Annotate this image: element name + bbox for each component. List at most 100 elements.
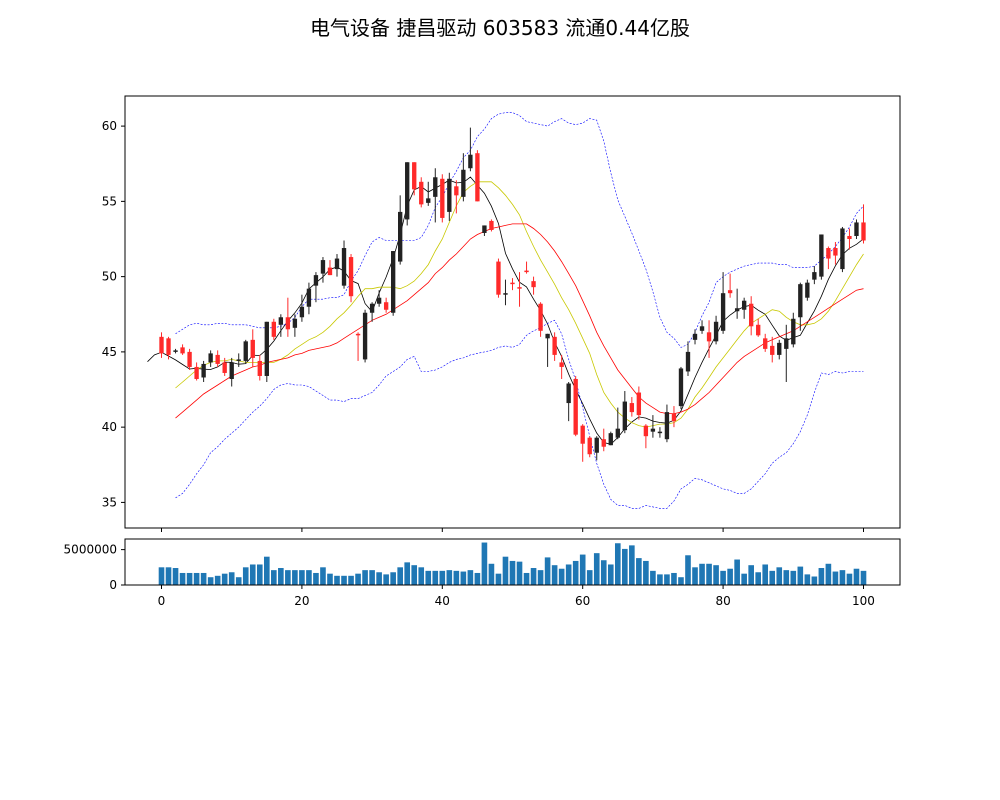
candle-body	[720, 293, 726, 331]
candle-body	[657, 431, 663, 434]
volume-bar	[720, 570, 726, 585]
volume-bar	[664, 574, 670, 585]
candle-body	[376, 297, 382, 304]
candle-body	[784, 338, 789, 349]
candle-body	[398, 211, 403, 262]
candle-body	[777, 342, 782, 355]
volume-bar	[376, 572, 382, 585]
volume-tick-label: 0	[109, 578, 117, 592]
volume-bar	[804, 574, 811, 585]
x-tick-label: 60	[575, 594, 590, 608]
candle-body	[517, 287, 522, 289]
price-tick-label: 55	[102, 194, 117, 208]
candle-body	[756, 324, 761, 336]
ma5-line	[147, 176, 864, 445]
volume-bar	[537, 570, 544, 585]
candle-body	[678, 368, 684, 407]
candle-body	[545, 333, 550, 339]
volume-bar	[530, 568, 537, 585]
volume-bar	[776, 567, 783, 585]
volume-bar	[523, 572, 530, 585]
volume-bar	[334, 575, 340, 585]
volume-bar	[460, 571, 467, 585]
candle-body	[348, 257, 354, 297]
candle-body	[264, 321, 269, 376]
candle-body	[622, 401, 627, 431]
volume-bar	[797, 566, 804, 585]
volume-bar	[285, 570, 291, 585]
volume-bar	[474, 572, 481, 585]
candle-body	[257, 360, 262, 376]
chart-title: 电气设备 捷昌驱动 603583 流通0.44亿股	[310, 16, 690, 40]
volume-bar	[186, 572, 193, 585]
price-panel: 35 40 45 50 55 60	[102, 95, 901, 529]
volume-bar	[502, 556, 509, 585]
volume-bar	[692, 567, 698, 585]
volume-bar	[657, 574, 663, 585]
volume-bar	[278, 568, 284, 585]
volume-panel-frame	[124, 538, 901, 586]
volume-bar	[439, 570, 446, 585]
volume-bar	[432, 570, 439, 585]
candle-body	[727, 290, 733, 294]
volume-bar	[755, 572, 762, 585]
candle-body	[826, 248, 831, 259]
volume-bar	[397, 567, 403, 585]
volume-bar	[228, 572, 235, 585]
volume-bar	[263, 556, 270, 585]
candle-body	[791, 318, 796, 345]
candle-body	[510, 282, 515, 285]
candle-body	[355, 333, 361, 336]
candle-body	[468, 154, 473, 169]
candle-body	[812, 272, 817, 280]
volume-bar	[671, 572, 677, 585]
volume-bar	[467, 570, 474, 585]
candle-body	[861, 222, 866, 241]
x-tick-label: 40	[435, 594, 450, 608]
candle-body	[692, 333, 698, 340]
volume-bar	[558, 568, 565, 585]
candle-body	[629, 403, 635, 413]
volume-bar	[193, 572, 200, 585]
x-tick-label: 0	[158, 594, 166, 608]
candle-body	[566, 383, 571, 404]
candle-body	[278, 317, 284, 325]
candle-body	[496, 261, 501, 295]
volume-bar	[629, 545, 635, 585]
volume-bar	[172, 568, 179, 585]
x-tick-label: 100	[852, 594, 875, 608]
volume-bar	[600, 560, 607, 585]
volume-bar	[495, 573, 502, 585]
candle-body	[706, 332, 712, 342]
candle-body	[594, 437, 599, 453]
candle-body	[482, 225, 487, 233]
candle-body	[433, 177, 438, 197]
volume-bar	[860, 570, 867, 585]
candle-body	[503, 293, 508, 295]
candle-body	[538, 303, 543, 331]
volume-bar	[593, 553, 600, 585]
volume-bar	[706, 563, 712, 585]
volume-bar	[818, 568, 825, 585]
candle-body	[194, 366, 199, 379]
candle-body	[236, 359, 241, 361]
volume-bar	[678, 577, 684, 585]
volume-bar	[839, 570, 846, 585]
volume-bar	[299, 570, 305, 585]
volume-bar	[846, 573, 853, 585]
ma10-line	[175, 181, 864, 428]
candle-body	[650, 428, 656, 432]
price-panel-frame	[124, 95, 901, 529]
candle-body	[412, 162, 417, 190]
candle-body	[313, 275, 319, 286]
volume-bar	[362, 570, 368, 585]
volume-bar	[650, 570, 656, 585]
volume-bar	[769, 570, 776, 585]
price-tick-label: 40	[102, 420, 117, 434]
x-tick-label: 20	[294, 594, 309, 608]
volume-bar	[200, 572, 207, 585]
volume-bar	[699, 563, 705, 585]
volume-bar	[853, 568, 860, 585]
candle-body	[854, 222, 859, 236]
volume-bar	[741, 573, 747, 585]
